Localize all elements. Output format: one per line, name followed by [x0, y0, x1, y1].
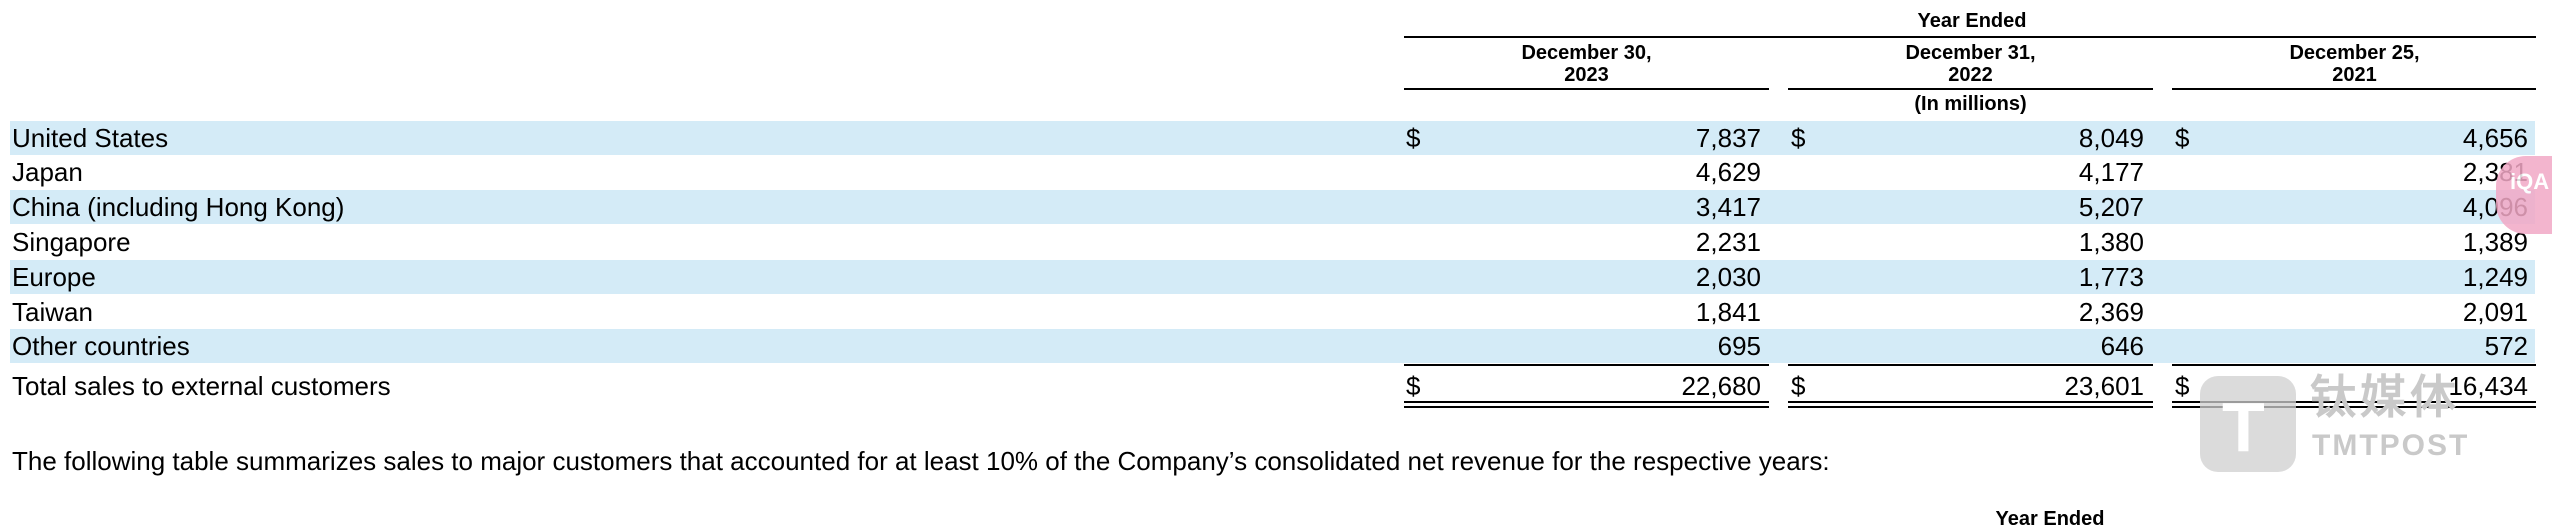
- currency-symbol: $: [1406, 123, 1421, 153]
- watermark-logo: [2200, 376, 2296, 472]
- total-double-rule-2022-a: [1788, 401, 2153, 403]
- row-label: Taiwan: [12, 297, 93, 327]
- table-row: United States $ 7,837 $ 8,049 $ 4,656: [10, 121, 2535, 155]
- value-2022: 646: [2100, 331, 2144, 361]
- table-row: Japan 4,629 4,177 2,381: [10, 155, 2535, 189]
- row-label: Europe: [12, 262, 96, 292]
- total-double-rule-2023-b: [1404, 406, 1769, 408]
- total-2021: 16,434: [2448, 371, 2528, 401]
- value-2023: 3,417: [1695, 192, 1761, 222]
- next-table-year-ended-header: Year Ended: [1995, 508, 2105, 530]
- total-2023: 22,680: [1681, 371, 1761, 401]
- row-label: United States: [12, 123, 169, 153]
- table-row: Singapore 2,231 1,380 1,389: [10, 225, 2535, 259]
- summary-paragraph: The following table summarizes sales to …: [12, 446, 1830, 476]
- value-2023: 1,841: [1695, 297, 1761, 327]
- watermark-brand-cn: 钛媒体: [2310, 371, 2460, 423]
- floating-assistant-badge[interactable]: iQA: [2496, 156, 2552, 234]
- currency-symbol: $: [1406, 371, 1421, 401]
- subtotal-rule-2022: [1788, 364, 2153, 366]
- value-2021: 4,096: [2228, 192, 2528, 222]
- row-label: Japan: [12, 157, 83, 187]
- value-2022: 8,049: [2078, 123, 2144, 153]
- value-2023: 4,629: [1695, 157, 1761, 187]
- row-label: Other countries: [12, 331, 190, 361]
- value-2022: 5,207: [2078, 192, 2144, 222]
- total-2022: 23,601: [2064, 371, 2144, 401]
- row-label: Singapore: [12, 227, 131, 257]
- year-ended-header: Year Ended: [1917, 10, 2027, 32]
- col-header-2023-line2: 2023: [1564, 64, 1609, 86]
- currency-symbol: $: [2175, 371, 2190, 401]
- year-ended-rule: [1404, 36, 2536, 38]
- badge-label: iQA: [2510, 169, 2550, 194]
- col-header-2021-line1: December 25,: [2289, 42, 2420, 64]
- value-2022: 1,773: [2078, 262, 2144, 292]
- total-row: Total sales to external customers $ 22,6…: [10, 368, 2535, 404]
- table-row: China (including Hong Kong) 3,417 5,207 …: [10, 190, 2535, 224]
- col-header-2023-line1: December 30,: [1521, 42, 1652, 64]
- value-2022: 2,369: [2078, 297, 2144, 327]
- total-double-rule-2021-a: [2172, 401, 2536, 403]
- col-header-2023: December 30, 2023: [1404, 42, 1769, 86]
- value-2021: 1,249: [2462, 262, 2528, 292]
- watermark-brand-en: TMTPOST: [2312, 429, 2470, 462]
- value-2021: 572: [2484, 331, 2528, 361]
- total-double-rule-2021-b: [2172, 406, 2536, 408]
- currency-symbol: $: [2175, 123, 2190, 153]
- currency-symbol: $: [1791, 123, 1806, 153]
- value-2021: 2,091: [2462, 297, 2528, 327]
- col-header-2021: December 25, 2021: [2172, 42, 2537, 86]
- total-double-rule-2022-b: [1788, 406, 2153, 408]
- value-2021: 4,656: [2462, 123, 2528, 153]
- currency-symbol: $: [1791, 371, 1806, 401]
- row-label: China (including Hong Kong): [12, 192, 345, 222]
- value-2022: 1,380: [2078, 227, 2144, 257]
- subtotal-rule-2021: [2172, 364, 2536, 366]
- table-row: Europe 2,030 1,773 1,249: [10, 260, 2535, 294]
- table-row: Taiwan 1,841 2,369 2,091: [10, 295, 2535, 329]
- value-2021: 1,389: [2462, 227, 2528, 257]
- col-header-rule-2022: [1788, 88, 2153, 90]
- subtotal-rule-2023: [1404, 364, 1769, 366]
- value-2023: 695: [1717, 331, 1761, 361]
- col-header-2022-line2: 2022: [1948, 64, 1993, 86]
- col-header-2022-line1: December 31,: [1905, 42, 2036, 64]
- col-header-rule-2021: [2172, 88, 2536, 90]
- watermark-logo-letter: T: [2222, 388, 2265, 466]
- value-2023: 2,030: [1695, 262, 1761, 292]
- total-double-rule-2023-a: [1404, 401, 1769, 403]
- col-header-2021-line2: 2021: [2332, 64, 2377, 86]
- table-row: Other countries 695 646 572: [10, 329, 2535, 363]
- value-2021: 2,381: [2462, 157, 2528, 187]
- value-2022: 4,177: [2078, 157, 2144, 187]
- value-2023: 7,837: [1695, 123, 1761, 153]
- total-label: Total sales to external customers: [12, 371, 391, 401]
- units-label: (In millions): [1914, 93, 2027, 115]
- value-2023: 2,231: [1695, 227, 1761, 257]
- col-header-2022: December 31, 2022: [1788, 42, 2153, 86]
- col-header-rule-2023: [1404, 88, 1769, 90]
